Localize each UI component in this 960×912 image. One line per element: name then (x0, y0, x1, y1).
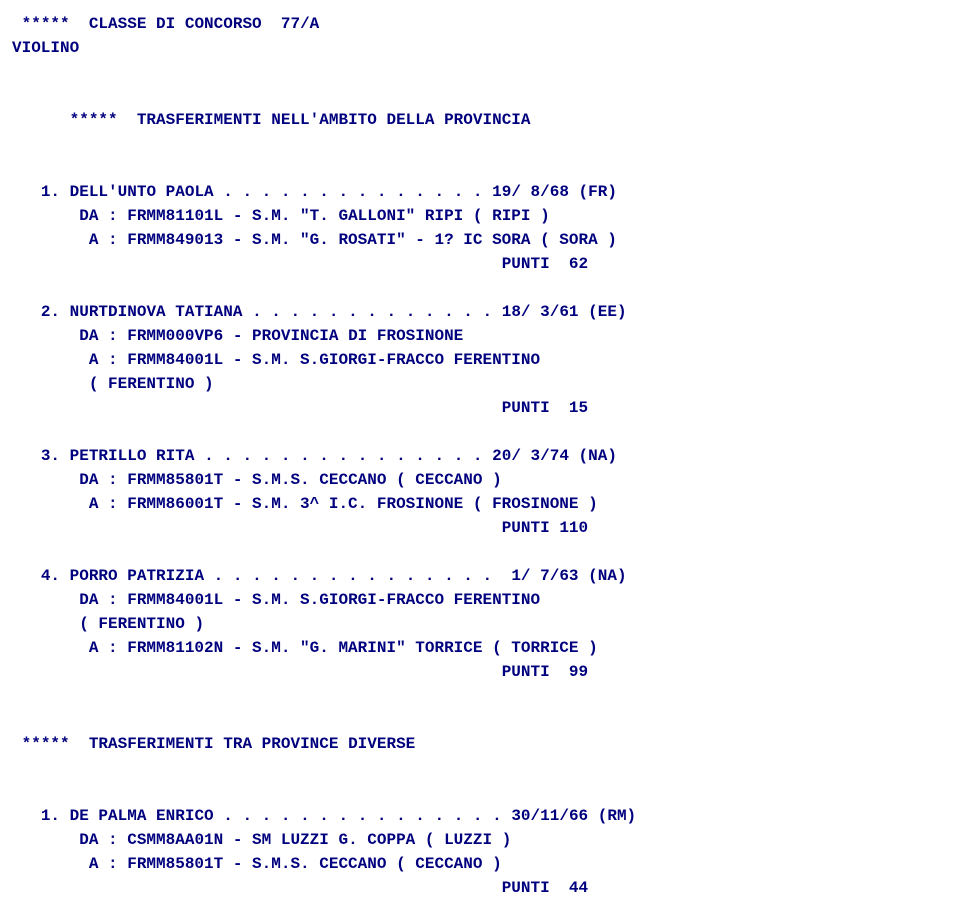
entry-a: A : FRMM849013 - S.M. "G. ROSATI" - 1? I… (89, 231, 617, 249)
section1-title: TRASFERIMENTI NELL'AMBITO DELLA PROVINCI… (137, 111, 531, 129)
punti-label: PUNTI (502, 519, 550, 537)
entry-name: DELL'UNTO PAOLA (70, 183, 214, 201)
entry-dots: . . . . . . . . . . . . . . . (223, 807, 501, 825)
entry-name: DE PALMA ENRICO (70, 807, 214, 825)
entry-region: (EE) (588, 303, 626, 321)
entry-da: DA : CSMM8AA01N - SM LUZZI G. COPPA ( LU… (79, 831, 511, 849)
entry-da: DA : FRMM85801T - S.M.S. CECCANO ( CECCA… (79, 471, 501, 489)
entry-region: (RM) (598, 807, 636, 825)
classe-code: 77/A (281, 15, 319, 33)
entry-name: PORRO PATRIZIA (70, 567, 204, 585)
punti-val: 62 (569, 255, 588, 273)
punti-val: 99 (569, 663, 588, 681)
entry-num: 4. (41, 567, 60, 585)
entry-da: DA : FRMM84001L - S.M. S.GIORGI-FRACCO F… (79, 591, 540, 609)
entry-dots: . . . . . . . . . . . . . (252, 303, 492, 321)
punti-label: PUNTI (502, 255, 550, 273)
entry-name: PETRILLO RITA (70, 447, 195, 465)
entry-region: (NA) (579, 447, 617, 465)
entry-da: DA : FRMM000VP6 - PROVINCIA DI FROSINONE (79, 327, 463, 345)
entry-date: 18/ 3/61 (502, 303, 579, 321)
entry-name: NURTDINOVA TATIANA (70, 303, 243, 321)
punti-val: 44 (569, 879, 588, 897)
punti-label: PUNTI (502, 399, 550, 417)
section1-stars: ***** (70, 111, 118, 129)
entry-region: (NA) (588, 567, 626, 585)
entry-num: 3. (41, 447, 60, 465)
instrument: VIOLINO (12, 39, 79, 57)
header-stars: ***** (22, 15, 70, 33)
section2-stars: ***** (22, 735, 70, 753)
entry-da-extra: ( FERENTINO ) (79, 615, 204, 633)
entry-a-extra: ( FERENTINO ) (89, 375, 214, 393)
entry-num: 1. (41, 183, 60, 201)
entry-a: A : FRMM85801T - S.M.S. CECCANO ( CECCAN… (89, 855, 502, 873)
entry-date: 19/ 8/68 (492, 183, 569, 201)
entry-a: A : FRMM81102N - S.M. "G. MARINI" TORRIC… (89, 639, 598, 657)
entry-dots: . . . . . . . . . . . . . . . (204, 447, 482, 465)
entry-date: 30/11/66 (511, 807, 588, 825)
entry-date: 1/ 7/63 (511, 567, 578, 585)
punti-label: PUNTI (502, 879, 550, 897)
entry-region: (FR) (579, 183, 617, 201)
punti-val: 110 (559, 519, 588, 537)
punti-val: 15 (569, 399, 588, 417)
entry-num: 2. (41, 303, 60, 321)
entry-dots: . . . . . . . . . . . . . . (223, 183, 482, 201)
classe-label: CLASSE DI CONCORSO (89, 15, 262, 33)
entry-num: 1. (41, 807, 60, 825)
section2-title: TRASFERIMENTI TRA PROVINCE DIVERSE (89, 735, 415, 753)
entry-a: A : FRMM84001L - S.M. S.GIORGI-FRACCO FE… (89, 351, 540, 369)
entry-dots: . . . . . . . . . . . . . . . (214, 567, 492, 585)
entry-date: 20/ 3/74 (492, 447, 569, 465)
document-body: ***** CLASSE DI CONCORSO 77/A VIOLINO **… (12, 12, 948, 900)
entry-da: DA : FRMM81101L - S.M. "T. GALLONI" RIPI… (79, 207, 549, 225)
punti-label: PUNTI (502, 663, 550, 681)
entry-a: A : FRMM86001T - S.M. 3^ I.C. FROSINONE … (89, 495, 598, 513)
